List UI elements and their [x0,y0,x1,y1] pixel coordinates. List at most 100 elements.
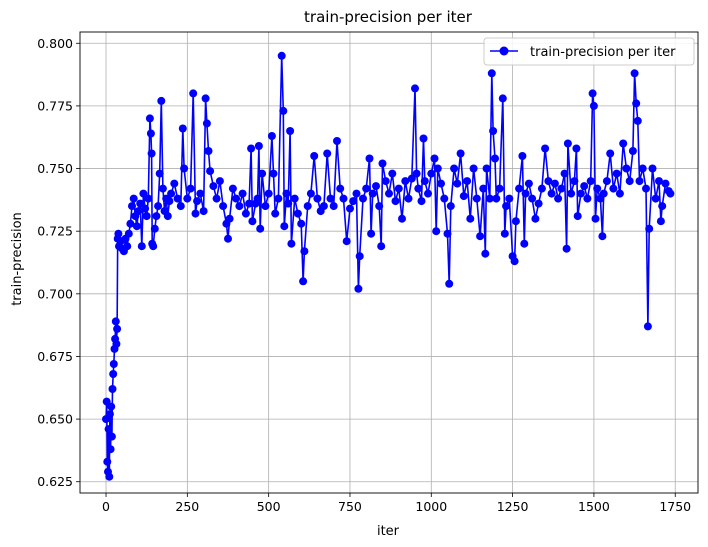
data-point [258,169,267,178]
data-point [107,402,116,411]
data-point [228,184,237,193]
data-point [453,179,462,188]
data-point [609,184,618,193]
data-point [219,202,228,211]
data-point [126,219,135,228]
legend: train-precision per iter [483,37,695,66]
data-point [274,194,283,203]
x-tick-label: 750 [338,499,362,514]
data-point [349,197,358,206]
data-point [180,164,189,173]
data-point [152,212,161,221]
data-point [235,202,244,211]
data-point [385,189,393,198]
data-point [142,212,151,221]
data-point [518,152,527,160]
data-point [534,199,543,208]
data-point [500,229,509,238]
data-point [377,242,386,251]
data-point [129,194,138,203]
data-point [128,202,136,211]
data-point [489,127,498,135]
data-point [443,229,452,238]
data-point [630,69,639,78]
data-point [163,212,172,221]
data-point [105,472,114,481]
data-point [463,177,472,186]
data-point [303,202,312,211]
data-point [355,252,364,261]
y-tick-label: 0.775 [37,98,73,113]
data-point [107,432,116,441]
data-point [264,189,273,198]
data-point [505,194,514,203]
data-point [619,139,628,148]
data-point [202,119,211,128]
data-point [173,194,182,203]
data-point [215,177,224,186]
data-point [658,202,667,211]
series-markers [102,51,675,481]
data-point [515,184,524,193]
data-point [132,222,141,231]
data-point [586,177,595,186]
x-tick-label: 1500 [578,499,610,514]
x-tick-label: 1000 [415,499,447,514]
data-point [293,209,302,218]
x-tick-label: 500 [257,499,281,514]
data-point [104,425,113,434]
data-point [136,199,145,208]
data-point [643,322,652,331]
data-point [238,189,247,198]
data-point [628,147,637,155]
data-point [567,189,576,198]
data-point [158,184,167,193]
data-point [254,142,263,150]
data-point [300,247,309,256]
data-point [446,202,455,211]
data-point [113,324,122,333]
data-point [547,189,556,198]
data-point [424,189,432,198]
data-point [352,189,361,198]
data-point [427,169,436,178]
data-point [157,96,166,105]
data-point [170,179,179,188]
data-point [346,204,354,213]
data-point [365,154,374,163]
data-point [183,194,192,203]
data-point [456,149,465,158]
data-point [253,194,262,203]
data-point [531,214,540,223]
data-point [544,177,553,186]
data-point [139,189,148,198]
data-point [145,114,154,123]
data-point [106,445,115,454]
data-point [310,152,319,160]
data-point [615,189,624,198]
data-point [204,147,213,155]
data-point [241,209,250,218]
data-point [297,219,306,228]
data-point [466,214,475,223]
data-point [481,249,490,258]
y-tick-label: 0.675 [37,349,73,364]
data-point [487,69,496,78]
data-point [432,227,441,236]
data-point [111,317,120,326]
data-point [419,134,428,143]
data-point [394,184,403,193]
data-point [333,137,341,145]
data-point [404,194,413,203]
y-tick-label: 0.650 [37,412,73,427]
data-point [511,217,520,226]
data-point [445,279,454,288]
data-point [206,167,215,176]
y-axis-label: train-precision [10,212,25,306]
data-point [562,244,571,253]
data-point [103,457,112,466]
data-point [591,214,600,223]
data-point [154,202,163,211]
data-point [430,154,439,163]
data-point [105,410,114,419]
